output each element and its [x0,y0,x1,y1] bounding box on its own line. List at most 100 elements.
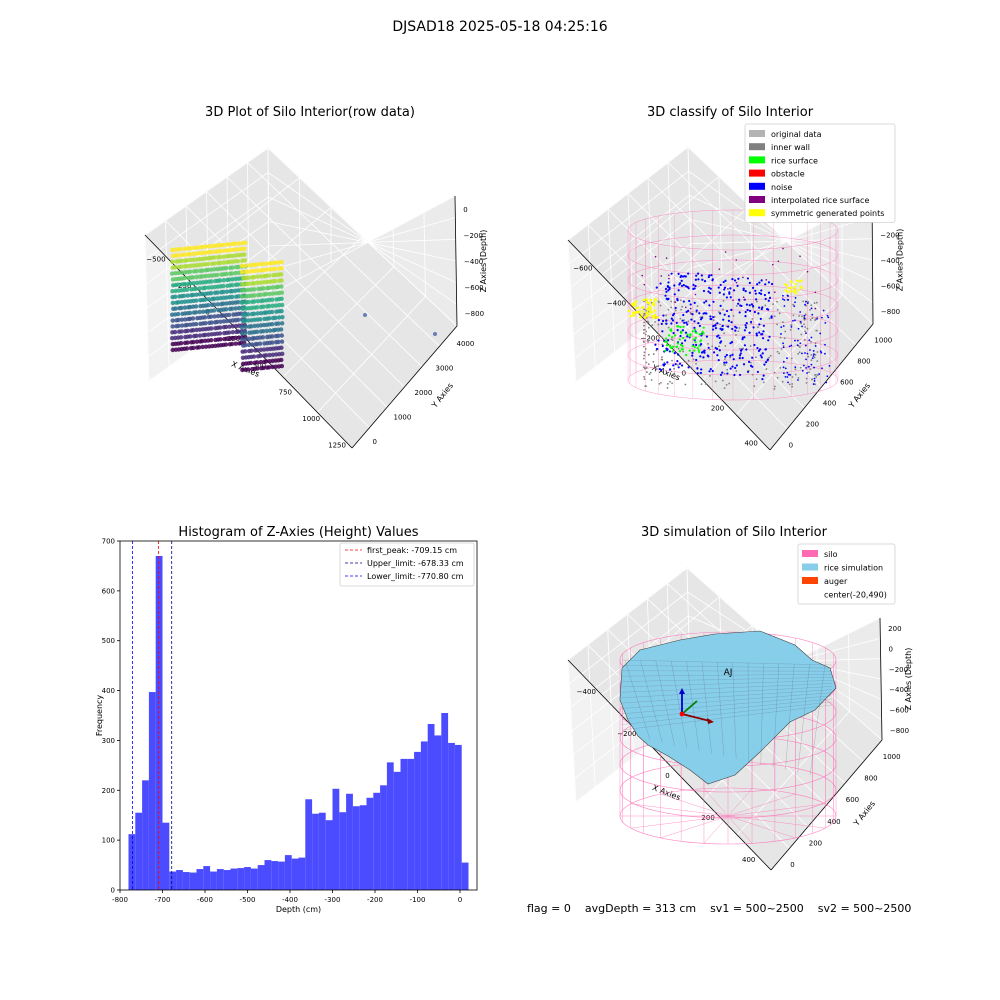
noise-point [786,376,789,378]
noise-point [794,301,796,304]
data-point [188,257,193,263]
panel-title: 3D classify of Silo Interior [647,105,814,120]
z-tick-label: −600 [890,707,909,715]
data-point [188,334,193,339]
noise-point [662,364,666,367]
noise-point [696,367,699,370]
inner-wall-point [791,385,794,388]
noise-point [760,289,763,292]
data-point [270,303,275,309]
noise-point [709,315,712,318]
data-point [221,277,226,283]
noise-point [748,291,751,294]
inner-wall-point [652,360,655,363]
inner-wall-point [644,385,647,388]
interpolated-point [765,279,768,281]
noise-point [659,282,662,285]
rice-surface-point [679,343,683,346]
data-point [235,282,241,287]
data-point [279,284,284,289]
symmetric-point [639,315,642,319]
data-point [242,258,248,263]
inner-wall-point [791,383,794,385]
noise-point [809,349,811,351]
histogram-bar [352,806,360,890]
inner-wall-point [790,324,793,326]
data-point [187,269,193,274]
data-point [218,254,223,260]
x-axis-line [567,239,771,451]
data-point [190,292,196,298]
data-point [227,242,232,247]
noise-point [761,333,764,336]
noise-point [722,280,725,284]
noise-point [667,281,670,284]
noise-point [664,294,667,297]
noise-point [670,317,673,320]
noise-point [821,367,823,370]
data-point [266,365,272,370]
noise-point [707,275,710,279]
inner-wall-point [725,383,728,386]
inner-wall-point [671,382,673,385]
y-tick-label: 100 [102,837,115,845]
noise-point [780,333,782,335]
data-point [218,337,223,342]
z-tick-label: 0 [463,206,467,214]
rice-surface-point [696,346,699,350]
rice-surface-point [672,345,675,348]
histogram-bar [189,872,197,890]
interpolated-point [665,257,668,259]
inner-wall-point [719,323,721,326]
data-point [252,268,257,274]
data-point [236,329,241,334]
panel-title: Histogram of Z-Axies (Height) Values [178,525,418,540]
noise-point [685,321,688,324]
mesh-line [621,680,833,688]
data-point [279,278,284,283]
noise-point [737,302,740,305]
legend-label: symmetric generated points [771,209,884,218]
z-tick-label: −400 [889,686,908,694]
inner-wall-point [776,300,778,303]
noise-point [755,332,758,335]
noise-point [806,352,809,355]
noise-point [673,293,676,296]
data-point [279,357,284,363]
interpolated-point [690,313,692,315]
interpolated-point [732,299,734,301]
legend-swatch [749,169,765,177]
y-tick-label: 4000 [457,340,475,348]
mesh-line [785,664,795,770]
noise-point [804,352,806,354]
inner-wall-point [666,387,669,389]
inner-wall-point [682,350,685,353]
noise-point [802,364,805,367]
interpolated-point [689,307,692,310]
noise-point [716,322,719,325]
noise-point [712,351,716,354]
noise-point [811,313,814,316]
silo-strut [630,803,729,817]
inner-wall-point [797,352,799,355]
noise-point [794,366,797,369]
inner-wall-point [708,348,711,351]
data-point [194,251,199,256]
legend-swatch [749,130,765,137]
noise-point [761,352,764,355]
data-point [179,299,184,305]
data-point [243,324,248,330]
histogram-bar [135,812,143,890]
data-point [200,244,205,250]
data-point [221,283,226,289]
noise-point [658,367,661,371]
data-point [279,296,284,302]
noise-point [805,366,808,369]
interpolated-point [694,293,697,296]
noise-point [725,353,728,357]
legend-label: interpolated rice surface [771,196,869,205]
data-point [276,284,281,290]
data-point [242,330,248,336]
noise-point [719,312,722,315]
noise-point [801,352,803,355]
